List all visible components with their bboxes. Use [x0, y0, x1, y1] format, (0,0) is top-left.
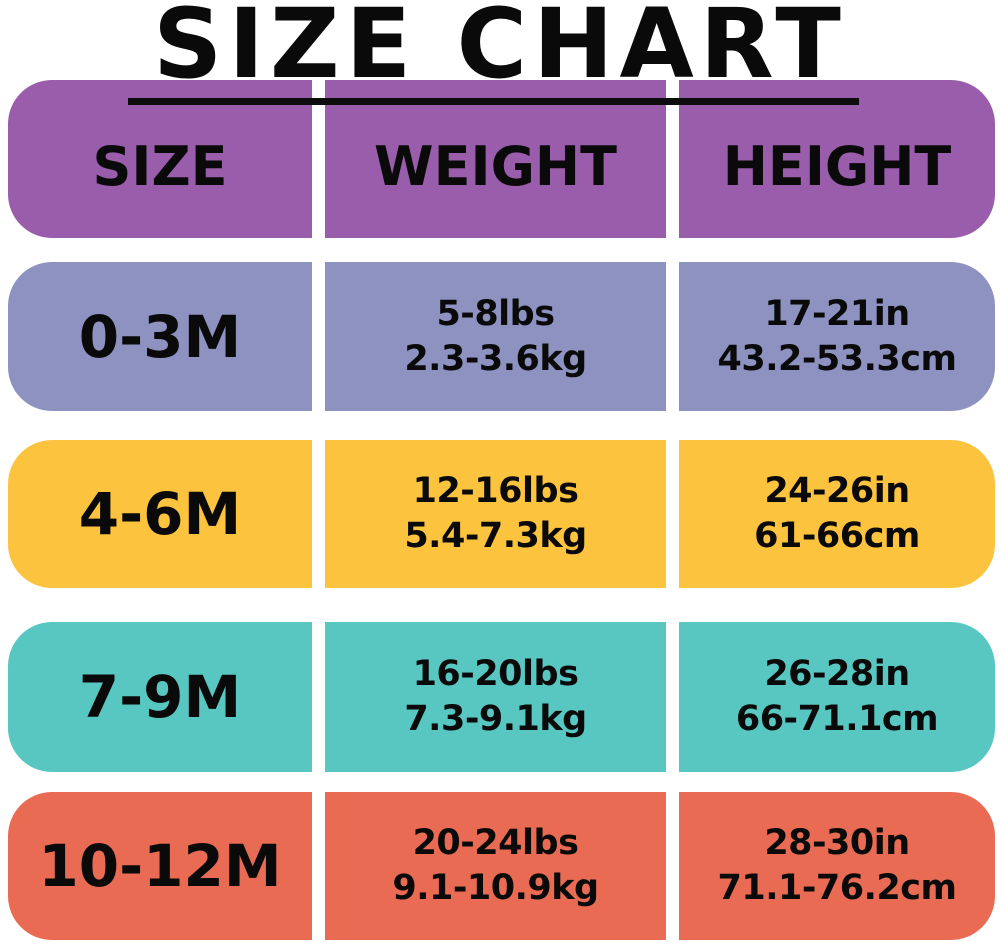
- size-label: 7-9M: [8, 622, 312, 772]
- height-cell: 17-21in 43.2-53.3cm: [679, 262, 995, 411]
- table-row-10-12m: 10-12M 20-24lbs 9.1-10.9kg 28-30in 71.1-…: [8, 792, 995, 940]
- header-cell-weight: WEIGHT: [325, 80, 666, 238]
- height-cell: 28-30in 71.1-76.2cm: [679, 792, 995, 940]
- header-row: SIZE WEIGHT HEIGHT: [8, 80, 995, 238]
- height-in: 26-28in: [764, 654, 910, 694]
- size-label: 10-12M: [8, 792, 312, 940]
- weight-kg: 9.1-10.9kg: [392, 868, 599, 908]
- weight-cell: 16-20lbs 7.3-9.1kg: [325, 622, 666, 772]
- weight-cell: 5-8lbs 2.3-3.6kg: [325, 262, 666, 411]
- header-cell-size: SIZE: [8, 80, 312, 238]
- height-cm: 43.2-53.3cm: [717, 338, 957, 379]
- height-in: 24-26in: [764, 471, 910, 511]
- weight-lbs: 20-24lbs: [412, 823, 579, 863]
- page-title: SIZE CHART: [153, 0, 847, 100]
- title-underline: [128, 98, 859, 105]
- height-cm: 61-66cm: [754, 516, 920, 556]
- weight-kg: 5.4-7.3kg: [404, 516, 587, 556]
- table-row-7-9m: 7-9M 16-20lbs 7.3-9.1kg 26-28in 66-71.1c…: [8, 622, 995, 772]
- weight-cell: 12-16lbs 5.4-7.3kg: [325, 440, 666, 588]
- height-cm: 66-71.1cm: [735, 699, 939, 739]
- weight-lbs: 5-8lbs: [436, 293, 555, 334]
- height-cm: 71.1-76.2cm: [717, 868, 957, 908]
- height-cell: 24-26in 61-66cm: [679, 440, 995, 588]
- height-in: 28-30in: [764, 823, 910, 863]
- table-row-4-6m: 4-6M 12-16lbs 5.4-7.3kg 24-26in 61-66cm: [8, 440, 995, 588]
- table-row-0-3m: 0-3M 5-8lbs 2.3-3.6kg 17-21in 43.2-53.3c…: [8, 262, 995, 411]
- height-cell: 26-28in 66-71.1cm: [679, 622, 995, 772]
- size-label: 4-6M: [8, 440, 312, 588]
- size-label: 0-3M: [8, 262, 312, 411]
- weight-lbs: 12-16lbs: [412, 471, 579, 511]
- weight-lbs: 16-20lbs: [412, 654, 579, 694]
- header-cell-height: HEIGHT: [679, 80, 995, 238]
- weight-kg: 2.3-3.6kg: [404, 338, 587, 379]
- height-in: 17-21in: [764, 293, 910, 334]
- weight-kg: 7.3-9.1kg: [404, 699, 587, 739]
- weight-cell: 20-24lbs 9.1-10.9kg: [325, 792, 666, 940]
